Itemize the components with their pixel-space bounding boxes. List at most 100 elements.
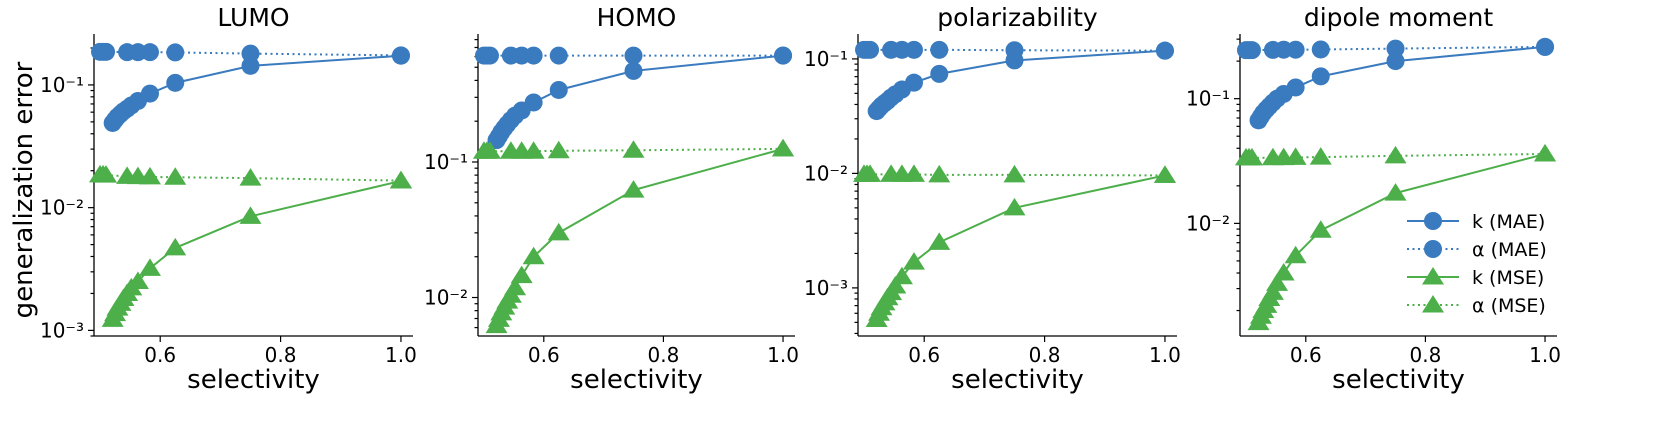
legend-marker bbox=[1422, 295, 1444, 313]
data-point bbox=[239, 168, 262, 186]
data-point bbox=[164, 167, 187, 185]
panel-title: dipole moment bbox=[1304, 3, 1493, 32]
data-point bbox=[140, 84, 159, 103]
data-point bbox=[1261, 282, 1284, 300]
y-tick-label: 10⁻¹ bbox=[1186, 87, 1230, 111]
data-point bbox=[1005, 41, 1024, 60]
data-point bbox=[1284, 245, 1307, 264]
data-point bbox=[1386, 39, 1405, 58]
y-tick-label: 10⁻³ bbox=[40, 318, 84, 342]
data-point bbox=[928, 164, 951, 183]
y-tick-label: 10⁻³ bbox=[804, 276, 848, 300]
data-point bbox=[859, 164, 882, 182]
data-point bbox=[478, 141, 501, 159]
panel-2: HOMO 0.6 0.8 1.0 selectivity 10⁻² 10⁻¹ bbox=[424, 3, 799, 395]
data-point bbox=[524, 93, 543, 112]
data-point bbox=[624, 61, 643, 80]
series--mae- bbox=[474, 46, 793, 65]
data-point bbox=[930, 40, 949, 59]
data-point bbox=[126, 271, 149, 290]
legend-marker bbox=[1422, 267, 1444, 285]
data-point bbox=[1309, 220, 1332, 238]
data-point bbox=[1003, 164, 1026, 183]
data-point bbox=[510, 265, 533, 284]
data-point bbox=[884, 275, 907, 294]
series--mse- bbox=[853, 164, 1176, 183]
data-point bbox=[1311, 67, 1330, 86]
x-tick-label: 0.8 bbox=[265, 343, 297, 367]
data-point bbox=[1384, 183, 1407, 201]
data-point bbox=[549, 80, 568, 99]
data-point bbox=[97, 42, 116, 61]
series--mse- bbox=[89, 164, 412, 189]
panel-title: HOMO bbox=[597, 3, 677, 32]
x-tick-label: 1.0 bbox=[385, 343, 417, 367]
series-k-mae- bbox=[487, 46, 793, 150]
series--mae- bbox=[855, 40, 1174, 60]
data-point bbox=[239, 206, 262, 224]
data-point bbox=[1309, 147, 1332, 165]
data-point bbox=[480, 46, 499, 65]
data-point bbox=[524, 46, 543, 65]
data-point bbox=[928, 232, 951, 250]
series-line bbox=[875, 174, 1166, 320]
data-point bbox=[166, 73, 185, 92]
legend: k (MAE) α (MAE) k (MSE) α (MSE) bbox=[1407, 211, 1547, 317]
x-tick-label: 0.6 bbox=[1290, 343, 1322, 367]
data-point bbox=[622, 140, 645, 158]
data-point bbox=[1272, 263, 1295, 281]
y-tick-label: 10⁻² bbox=[424, 286, 468, 310]
data-point bbox=[902, 252, 925, 270]
legend-entry: α (MSE) bbox=[1407, 295, 1546, 317]
x-tick-label: 1.0 bbox=[767, 343, 799, 367]
data-point bbox=[904, 73, 923, 92]
data-point bbox=[241, 44, 260, 63]
data-point bbox=[774, 46, 793, 65]
data-point bbox=[391, 46, 410, 65]
x-tick-label: 0.8 bbox=[648, 343, 680, 367]
data-point bbox=[772, 138, 795, 157]
data-point bbox=[1384, 145, 1407, 164]
data-point bbox=[1003, 197, 1026, 216]
y-tick-label: 10⁻¹ bbox=[424, 150, 468, 174]
data-point bbox=[904, 40, 923, 59]
legend-entry: k (MAE) bbox=[1407, 211, 1545, 233]
x-tick-label: 1.0 bbox=[1149, 343, 1181, 367]
series--mse- bbox=[1234, 143, 1557, 166]
y-tick-label: 10⁻² bbox=[1186, 211, 1230, 235]
data-point bbox=[930, 64, 949, 83]
y-tick-label: 10⁻¹ bbox=[40, 73, 84, 97]
y-tick-label: 10⁻² bbox=[804, 161, 848, 185]
data-point bbox=[1155, 41, 1174, 60]
data-point bbox=[902, 164, 925, 182]
data-point bbox=[140, 43, 159, 62]
data-point bbox=[890, 266, 913, 285]
series-k-mse- bbox=[865, 165, 1176, 327]
data-point bbox=[1266, 273, 1289, 291]
x-tick-label: 1.0 bbox=[1529, 343, 1561, 367]
data-point bbox=[504, 277, 527, 296]
legend-entry: k (MSE) bbox=[1407, 267, 1544, 289]
y-axis-label: generalization error bbox=[9, 61, 39, 318]
series-line bbox=[111, 179, 402, 320]
data-point bbox=[164, 237, 187, 256]
data-point bbox=[1536, 37, 1555, 56]
panel-3: polarizability 0.6 0.8 1.0 selectivity 10⁻³ 10… bbox=[804, 3, 1181, 395]
x-axis-label: selectivity bbox=[187, 365, 320, 395]
y-tick-label: 10⁻² bbox=[40, 196, 84, 220]
panel-title: polarizability bbox=[937, 3, 1098, 32]
x-tick-label: 0.8 bbox=[1410, 343, 1442, 367]
legend-marker bbox=[1424, 240, 1442, 258]
data-point bbox=[166, 43, 185, 62]
series--mae- bbox=[91, 42, 410, 65]
x-axis-label: selectivity bbox=[951, 365, 1084, 395]
legend-label: α (MSE) bbox=[1472, 295, 1546, 317]
legend-label: k (MSE) bbox=[1472, 267, 1544, 289]
x-tick-label: 0.6 bbox=[144, 343, 176, 367]
series-k-mse- bbox=[101, 170, 412, 327]
data-point bbox=[1240, 147, 1263, 166]
data-point bbox=[95, 165, 118, 183]
panel-4: dipole moment 0.6 0.8 1.0 selectivity 10⁻² 10⁻… bbox=[1186, 3, 1561, 395]
